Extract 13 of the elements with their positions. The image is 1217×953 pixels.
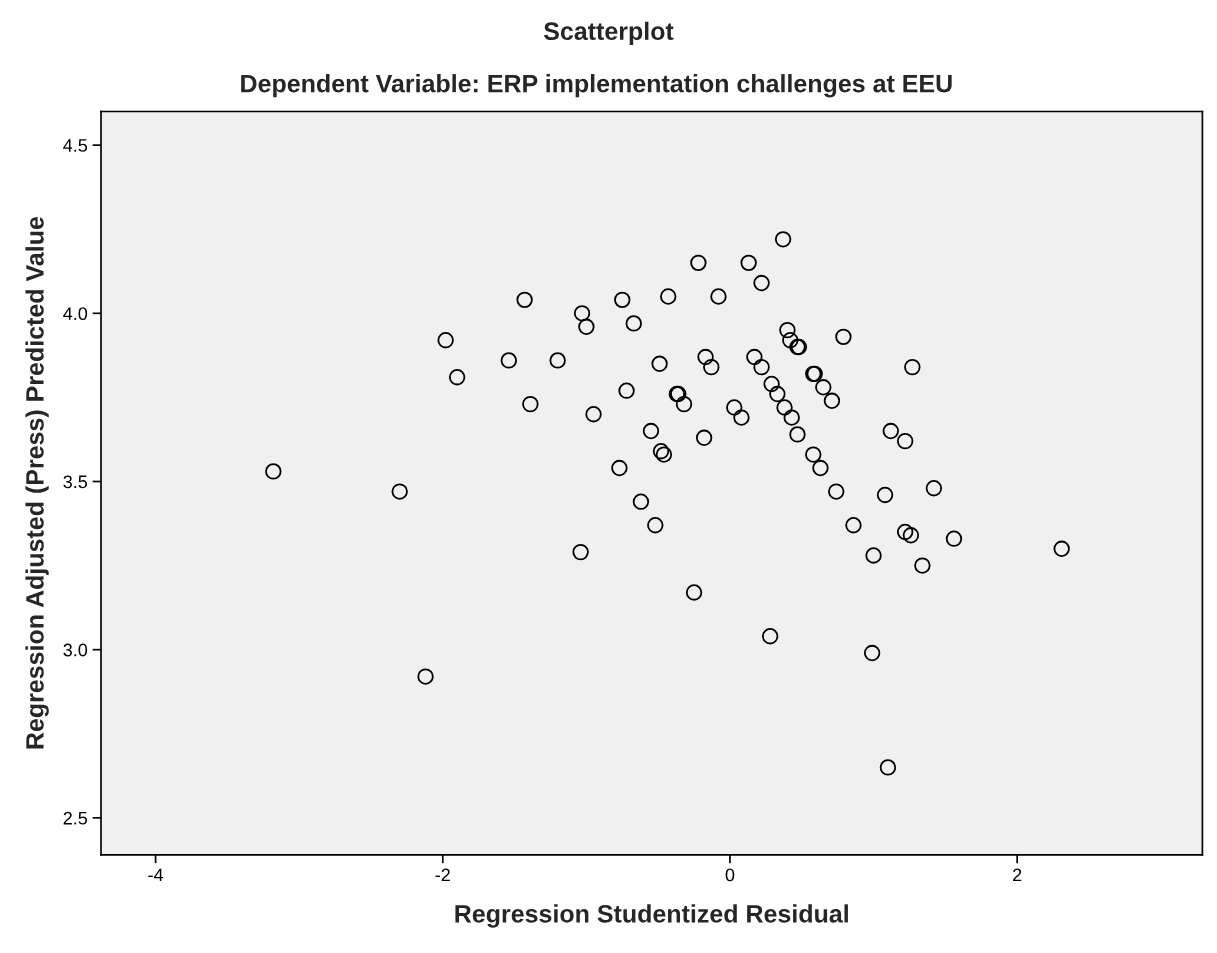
x-tick-label: 2 <box>1013 868 1022 882</box>
chart-title: Scatterplot <box>543 21 674 46</box>
y-tick-label: 2.5 <box>63 811 88 825</box>
y-tick-label: 4.5 <box>63 139 88 152</box>
y-tick-label: 4.0 <box>63 307 88 321</box>
chart-subtitle: Dependent Variable: ERP implementation challenges at EEU <box>241 74 952 98</box>
y-tick-label: 3.5 <box>63 475 88 489</box>
x-axis-title: Regression Studentized Residual <box>455 904 848 928</box>
y-tick-label: 3.0 <box>63 643 88 657</box>
y-axis-title: Regression Adjusted (Press) Predicted Value <box>25 217 49 749</box>
x-tick-label: -4 <box>148 868 164 882</box>
x-tick-label: 0 <box>725 868 735 882</box>
x-tick-label: -2 <box>435 868 450 882</box>
